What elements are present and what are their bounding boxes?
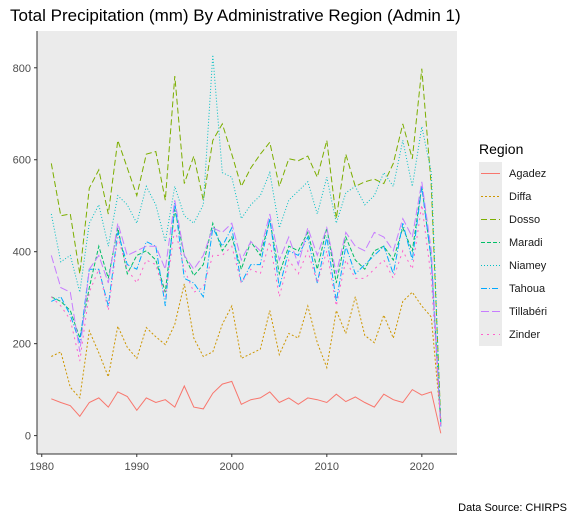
series-line-zinder [50,204,442,427]
legend-key-swatch [481,288,500,289]
legend-label: Niamey [509,259,547,272]
series-line-tahoua [51,186,442,427]
y-tick-label: 800 [13,63,31,75]
legend-item: Agadez [479,162,547,185]
legend-key-swatch [481,265,500,266]
legend-label: Dosso [509,213,541,226]
series-line-diffa [51,283,442,422]
legend: Region Agadez Diffa Dosso Maradi Niamey Tahou… [479,141,547,346]
legend-key [479,162,502,185]
legend-key-swatch [481,219,500,220]
series-line-tillaberi [50,181,442,427]
legend-key [479,254,502,277]
x-tick-label: 2000 [220,461,244,473]
series-line-dosso [50,68,442,422]
legend-label: Tahoua [509,282,546,295]
legend-title: Region [479,141,524,157]
plot-panel [37,31,457,454]
legend-label: Diffa [509,190,532,203]
legend-key [479,208,502,231]
legend-item: Niamey [479,254,547,277]
legend-label: Agadez [509,167,547,180]
y-tick-label: 200 [13,339,31,351]
x-tick-label: 2020 [410,461,434,473]
series-line-agadez [51,380,442,434]
legend-key-swatch [481,242,500,243]
legend-key-swatch [481,196,500,197]
legend-item: Diffa [479,185,547,208]
x-tick-label: 2010 [315,461,339,473]
chart-caption: Data Source: CHIRPS [458,502,567,514]
y-tick-label: 400 [13,247,31,259]
legend-key-swatch [481,311,500,312]
legend-item: Tahoua [479,277,547,300]
y-tick-label: 600 [13,155,31,167]
legend-key [479,231,502,254]
legend-item: Zinder [479,323,547,346]
legend-label: Zinder [509,328,541,341]
legend-label: Tillabéri [509,305,548,318]
legend-item: Dosso [479,208,547,231]
legend-key [479,323,502,346]
legend-key-swatch [481,173,500,174]
legend-item: Tillabéri [479,300,547,323]
series-line-niamey [50,54,442,427]
legend-key-swatch [481,334,500,335]
legend-key [479,300,502,323]
legend-items: Agadez Diffa Dosso Maradi Niamey Tahoua Tillab… [479,162,547,346]
y-tick-label: 0 [25,431,31,443]
legend-item: Maradi [479,231,547,254]
chart-title: Total Precipitation (mm) By Administrati… [10,6,461,25]
legend-label: Maradi [509,236,543,249]
x-tick-label: 1990 [125,461,149,473]
legend-key [479,185,502,208]
x-tick-label: 1980 [30,461,54,473]
legend-key [479,277,502,300]
